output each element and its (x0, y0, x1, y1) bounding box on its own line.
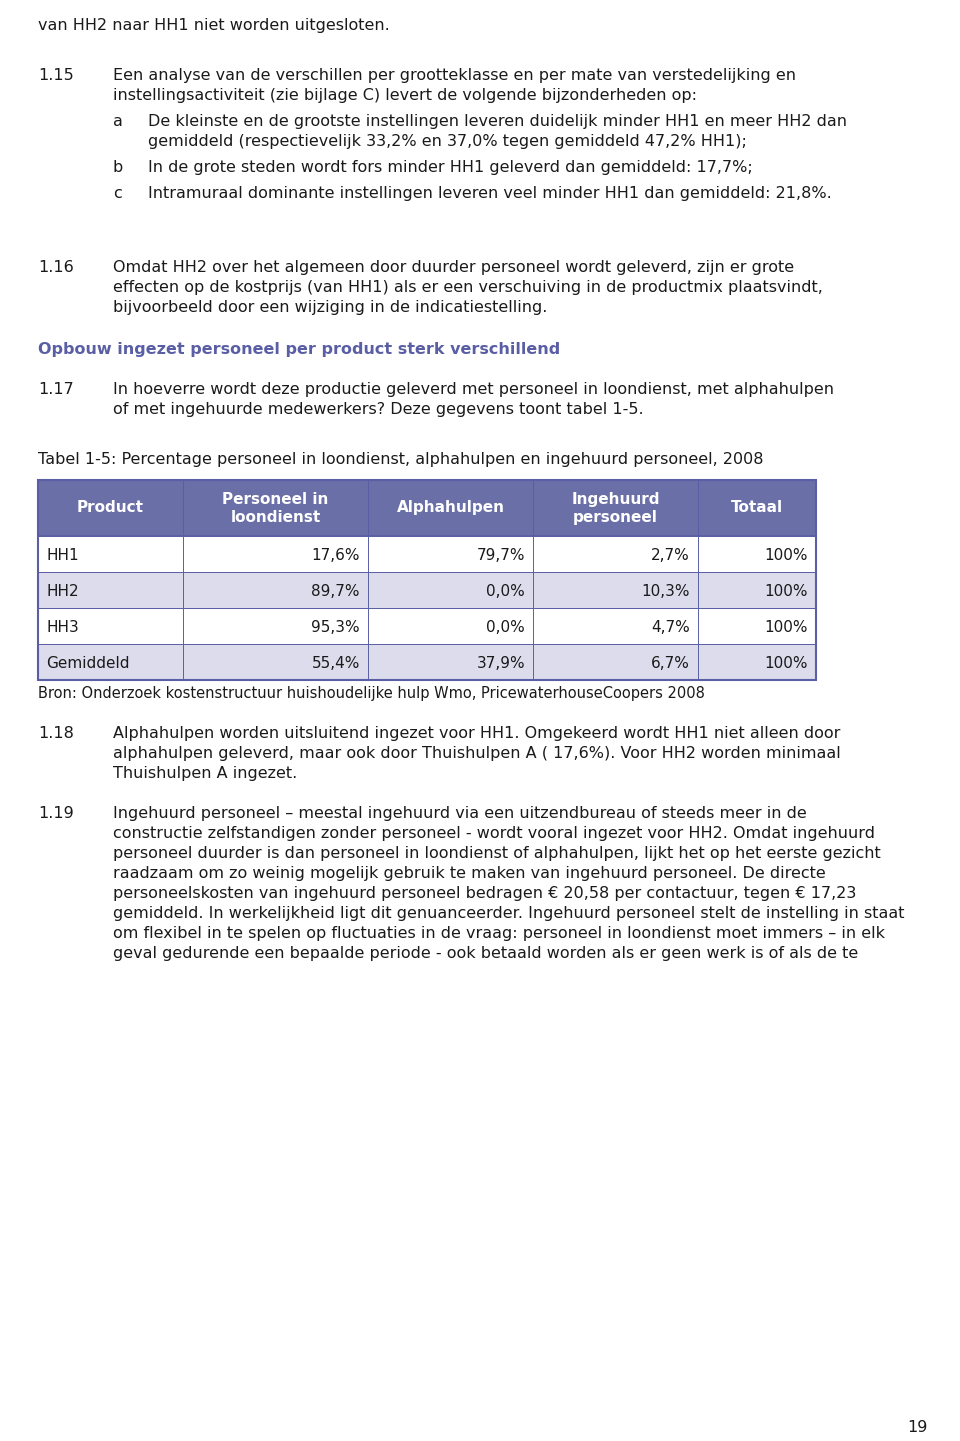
Text: 89,7%: 89,7% (311, 584, 360, 599)
Text: Ingehuurd: Ingehuurd (571, 491, 660, 507)
Text: 17,6%: 17,6% (311, 548, 360, 563)
Text: 100%: 100% (764, 656, 808, 672)
Bar (38, 644, 816, 680)
Text: Alphahulpen worden uitsluitend ingezet voor HH1. Omgekeerd wordt HH1 niet alleen: Alphahulpen worden uitsluitend ingezet v… (113, 726, 840, 741)
Text: 6,7%: 6,7% (651, 656, 690, 672)
Text: 4,7%: 4,7% (651, 620, 690, 635)
Text: c: c (113, 186, 122, 200)
Text: 0,0%: 0,0% (487, 584, 525, 599)
Bar (38, 480, 816, 680)
Text: 1.18: 1.18 (38, 726, 74, 741)
Text: gemiddeld (respectievelijk 33,2% en 37,0% tegen gemiddeld 47,2% HH1);: gemiddeld (respectievelijk 33,2% en 37,0… (148, 134, 747, 148)
Text: Alphahulpen: Alphahulpen (396, 500, 505, 514)
Text: Opbouw ingezet personeel per product sterk verschillend: Opbouw ingezet personeel per product ste… (38, 342, 561, 357)
Text: personeel duurder is dan personeel in loondienst of alphahulpen, lijkt het op he: personeel duurder is dan personeel in lo… (113, 846, 880, 862)
Text: 10,3%: 10,3% (641, 584, 690, 599)
Text: 55,4%: 55,4% (312, 656, 360, 672)
Text: 100%: 100% (764, 584, 808, 599)
Text: 0,0%: 0,0% (487, 620, 525, 635)
Text: HH1: HH1 (46, 548, 79, 563)
Text: bijvoorbeeld door een wijziging in de indicatiestelling.: bijvoorbeeld door een wijziging in de in… (113, 300, 547, 316)
Text: a: a (113, 114, 123, 130)
Text: HH2: HH2 (46, 584, 79, 599)
Text: 1.17: 1.17 (38, 382, 74, 398)
Text: loondienst: loondienst (230, 510, 321, 525)
Text: 79,7%: 79,7% (476, 548, 525, 563)
Text: alphahulpen geleverd, maar ook door Thuishulpen A ( 17,6%). Voor HH2 worden mini: alphahulpen geleverd, maar ook door Thui… (113, 746, 841, 761)
Text: In hoeverre wordt deze productie geleverd met personeel in loondienst, met alpha: In hoeverre wordt deze productie gelever… (113, 382, 834, 398)
Text: gemiddeld. In werkelijkheid ligt dit genuanceerder. Ingehuurd personeel stelt de: gemiddeld. In werkelijkheid ligt dit gen… (113, 906, 904, 921)
Text: om flexibel in te spelen op fluctuaties in de vraag: personeel in loondienst moe: om flexibel in te spelen op fluctuaties … (113, 927, 885, 941)
Text: Omdat HH2 over het algemeen door duurder personeel wordt geleverd, zijn er grote: Omdat HH2 over het algemeen door duurder… (113, 259, 794, 275)
Text: Intramuraal dominante instellingen leveren veel minder HH1 dan gemiddeld: 21,8%.: Intramuraal dominante instellingen lever… (148, 186, 831, 200)
Text: De kleinste en de grootste instellingen leveren duidelijk minder HH1 en meer HH2: De kleinste en de grootste instellingen … (148, 114, 847, 130)
Text: 100%: 100% (764, 620, 808, 635)
Text: raadzaam om zo weinig mogelijk gebruik te maken van ingehuurd personeel. De dire: raadzaam om zo weinig mogelijk gebruik t… (113, 866, 826, 880)
Text: 1.19: 1.19 (38, 806, 74, 821)
Text: instellingsactiviteit (zie bijlage C) levert de volgende bijzonderheden op:: instellingsactiviteit (zie bijlage C) le… (113, 88, 697, 102)
Text: b: b (113, 160, 123, 174)
Text: Product: Product (77, 500, 144, 514)
Text: In de grote steden wordt fors minder HH1 geleverd dan gemiddeld: 17,7%;: In de grote steden wordt fors minder HH1… (148, 160, 753, 174)
Text: Een analyse van de verschillen per grootteklasse en per mate van verstedelijking: Een analyse van de verschillen per groot… (113, 68, 796, 84)
Text: Bron: Onderzoek kostenstructuur huishoudelijke hulp Wmo, PricewaterhouseCoopers : Bron: Onderzoek kostenstructuur huishoud… (38, 686, 705, 700)
Text: of met ingehuurde medewerkers? Deze gegevens toont tabel 1-5.: of met ingehuurde medewerkers? Deze gege… (113, 402, 643, 416)
Text: 37,9%: 37,9% (476, 656, 525, 672)
Text: personeelskosten van ingehuurd personeel bedragen € 20,58 per contactuur, tegen : personeelskosten van ingehuurd personeel… (113, 886, 856, 901)
Text: effecten op de kostprijs (van HH1) als er een verschuiving in de productmix plaa: effecten op de kostprijs (van HH1) als e… (113, 280, 823, 295)
Text: 1.15: 1.15 (38, 68, 74, 84)
Text: Tabel 1-5: Percentage personeel in loondienst, alphahulpen en ingehuurd personee: Tabel 1-5: Percentage personeel in loond… (38, 452, 763, 467)
Text: 2,7%: 2,7% (651, 548, 690, 563)
Text: Ingehuurd personeel – meestal ingehuurd via een uitzendbureau of steeds meer in : Ingehuurd personeel – meestal ingehuurd … (113, 806, 806, 821)
Bar (38, 572, 816, 608)
Bar (38, 536, 816, 572)
Text: 100%: 100% (764, 548, 808, 563)
Text: 95,3%: 95,3% (311, 620, 360, 635)
Bar (38, 480, 816, 536)
Text: geval gedurende een bepaalde periode - ook betaald worden als er geen werk is of: geval gedurende een bepaalde periode - o… (113, 945, 858, 961)
Text: Totaal: Totaal (731, 500, 783, 514)
Text: constructie zelfstandigen zonder personeel - wordt vooral ingezet voor HH2. Omda: constructie zelfstandigen zonder persone… (113, 826, 875, 842)
Text: van HH2 naar HH1 niet worden uitgesloten.: van HH2 naar HH1 niet worden uitgesloten… (38, 17, 390, 33)
Text: Thuishulpen A ingezet.: Thuishulpen A ingezet. (113, 767, 298, 781)
Bar (38, 608, 816, 644)
Text: Gemiddeld: Gemiddeld (46, 656, 130, 672)
Text: personeel: personeel (573, 510, 658, 525)
Text: 1.16: 1.16 (38, 259, 74, 275)
Text: Personeel in: Personeel in (223, 491, 328, 507)
Text: 19: 19 (907, 1419, 928, 1435)
Text: HH3: HH3 (46, 620, 79, 635)
